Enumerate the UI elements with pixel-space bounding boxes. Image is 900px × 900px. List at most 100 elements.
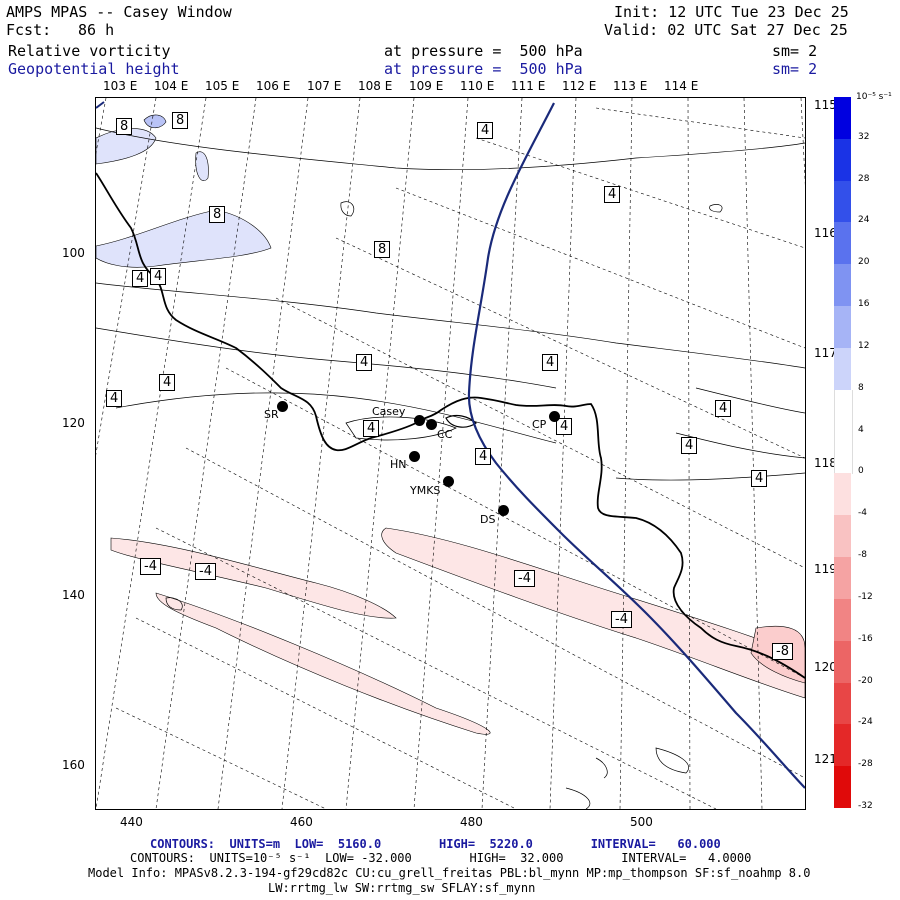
colorbar-swatch <box>834 473 851 516</box>
colorbar-units: 10⁻⁵ s⁻¹ <box>856 92 892 102</box>
positive-vorticity-fill <box>96 209 272 268</box>
map-plot-area: 8 8 4 4 8 8 4 4 4 4 4 4 4 4 4 4 4 4 -4 -4 -4 -4 -8 SR Casey CC HN… <box>95 97 806 810</box>
x-tick-label: 460 <box>290 815 313 829</box>
station-marker <box>277 401 288 412</box>
y-tick-label: 140 <box>62 588 85 602</box>
positive-vorticity-fill <box>143 114 167 129</box>
contour-label: 8 <box>116 118 133 135</box>
colorbar-tick: 24 <box>858 215 870 226</box>
x-tick-label: 500 <box>630 815 653 829</box>
top-longitude-label: 113 E <box>613 79 648 93</box>
contour-label: 4 <box>363 420 380 437</box>
contour-label: 8 <box>209 206 226 223</box>
colorbar-swatch <box>834 682 851 725</box>
field2-name: Geopotential height <box>8 60 180 78</box>
negative-vorticity-fill <box>110 537 397 619</box>
footer-height-contours: CONTOURS: UNITS=m LOW= 5160.0 HIGH= 5220… <box>150 837 721 851</box>
y-tick-label: 100 <box>62 246 85 260</box>
negative-vorticity-fill <box>155 592 491 735</box>
colorbar-swatch <box>834 306 851 349</box>
colorbar-swatch <box>834 389 853 433</box>
colorbar-swatch <box>834 138 851 182</box>
top-longitude-label: 112 E <box>562 79 597 93</box>
colorbar-tick: 4 <box>858 424 864 435</box>
colorbar-swatch <box>834 766 851 809</box>
forecast-hour: 86 h <box>78 21 115 39</box>
colorbar-tick: 28 <box>858 173 870 184</box>
colorbar-tick: -8 <box>858 550 867 561</box>
colorbar-tick: -4 <box>858 508 867 519</box>
station-label: CP <box>532 418 547 431</box>
colorbar-swatch <box>834 431 853 474</box>
colorbar-swatch <box>834 222 851 265</box>
station-label: SR <box>264 408 279 421</box>
top-longitude-label: 114 E <box>664 79 699 93</box>
station-marker <box>549 411 560 422</box>
colorbar-tick: 8 <box>858 382 864 393</box>
colorbar-tick: 32 <box>858 131 870 142</box>
colorbar-swatch <box>834 557 851 600</box>
colorbar-tick: 0 <box>858 466 864 477</box>
graticule <box>96 98 805 809</box>
station-label: YMKS <box>410 484 441 497</box>
station-label: CC <box>437 428 453 441</box>
vorticity-contours <box>96 127 805 809</box>
negative-vorticity-fill <box>381 527 805 699</box>
station-marker <box>443 476 454 487</box>
contour-label: 4 <box>475 448 492 465</box>
contour-label: 8 <box>374 241 391 258</box>
station-marker <box>498 505 509 516</box>
contour-label: -4 <box>140 558 161 575</box>
colorbar-tick: 12 <box>858 340 870 351</box>
contour-label: 4 <box>132 270 149 287</box>
station-marker <box>414 415 425 426</box>
colorbar-swatch <box>834 724 851 767</box>
field2-level: at pressure = 500 hPa <box>384 60 583 78</box>
colorbar-tick: -16 <box>858 633 873 644</box>
forecast-label: Fcst: <box>6 21 52 39</box>
contour-label: 4 <box>556 418 573 435</box>
contour-label: 4 <box>604 186 621 203</box>
top-longitude-label: 110 E <box>460 79 495 93</box>
colorbar-swatch <box>834 180 851 223</box>
corner-mark <box>96 101 105 109</box>
station-marker <box>409 451 420 462</box>
colorbar-tick: -24 <box>858 717 873 728</box>
colorbar-swatch <box>834 264 851 307</box>
contour-label: 4 <box>715 400 732 417</box>
contour-label: 4 <box>751 470 768 487</box>
y-tick-label: 160 <box>62 758 85 772</box>
coastline <box>96 172 805 679</box>
coastline-inner <box>445 414 477 428</box>
contour-label: 4 <box>681 437 698 454</box>
footer-model-info: Model Info: MPASv8.2.3-194-gf29cd82c CU:… <box>88 866 811 880</box>
contour-label: 4 <box>477 122 494 139</box>
colorbar-tick: 20 <box>858 257 870 268</box>
station-label: DS <box>480 513 496 526</box>
y-tick-label: 120 <box>62 416 85 430</box>
contour-label: 4 <box>106 390 123 407</box>
footer-vorticity-contours: CONTOURS: UNITS=10⁻⁵ s⁻¹ LOW= -32.000 HI… <box>130 851 752 865</box>
positive-vorticity-fill <box>195 151 209 182</box>
station-marker <box>426 419 437 430</box>
top-longitude-label: 105 E <box>205 79 240 93</box>
contour-label: 4 <box>159 374 176 391</box>
colorbar-swatch <box>834 347 851 391</box>
field1-level: at pressure = 500 hPa <box>384 42 583 60</box>
top-longitude-label: 111 E <box>511 79 546 93</box>
contour-label: 4 <box>356 354 373 371</box>
contour-label: -4 <box>611 611 632 628</box>
field1-name: Relative vorticity <box>8 42 171 60</box>
colorbar-swatch <box>834 598 851 642</box>
map-title: AMPS MPAS -- Casey Window <box>6 3 232 21</box>
footer-model-info-2: LW:rrtmg_lw SW:rrtmg_sw SFLAY:sf_mynn <box>268 881 536 895</box>
colorbar-tick: 16 <box>858 299 870 310</box>
geopotential-height-contour <box>467 102 805 789</box>
x-tick-label: 480 <box>460 815 483 829</box>
x-tick-label: 440 <box>120 815 143 829</box>
contour-label: -4 <box>514 570 535 587</box>
station-label: HN <box>390 458 407 471</box>
contour-label: -8 <box>772 643 793 660</box>
top-longitude-label: 107 E <box>307 79 342 93</box>
colorbar-swatch <box>834 515 851 558</box>
